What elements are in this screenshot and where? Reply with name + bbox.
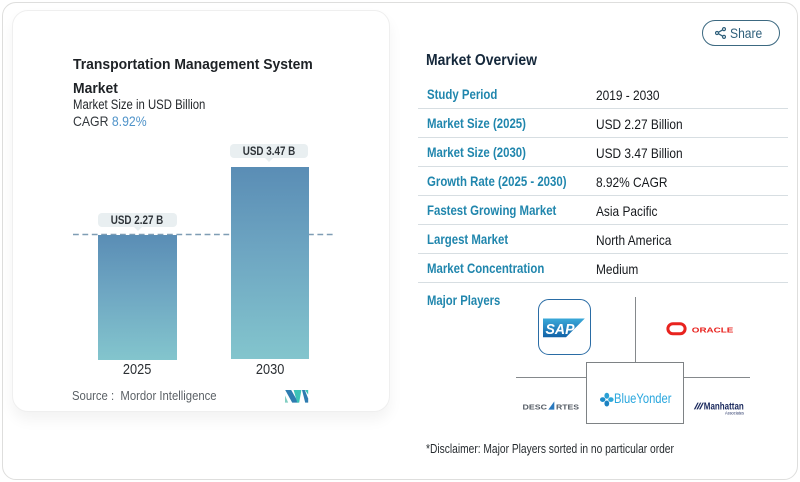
svg-text:DESC: DESC [523, 403, 548, 412]
svg-text:Manhattan: Manhattan [704, 402, 744, 413]
svg-text:BlueYonder: BlueYonder [614, 391, 672, 406]
svg-text:SAP: SAP [546, 321, 576, 338]
svg-text:Associates: Associates [725, 410, 745, 415]
svg-text:RTES: RTES [556, 403, 579, 412]
svg-text:ORACLE: ORACLE [692, 326, 734, 335]
